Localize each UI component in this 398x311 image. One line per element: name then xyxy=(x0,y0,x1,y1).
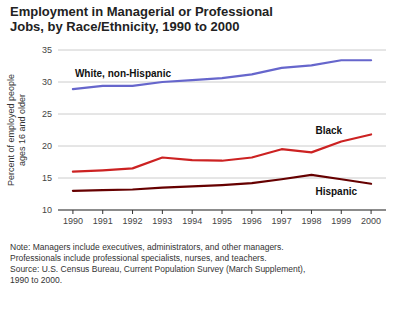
title-line: Jobs, by Race/Ethnicity, 1990 to 2000 xyxy=(10,19,240,34)
series-label: Black xyxy=(315,125,342,136)
x-tick-label: 1996 xyxy=(242,216,262,226)
y-tick-label: 20 xyxy=(42,141,52,151)
x-tick-label: 1998 xyxy=(301,216,321,226)
grid-line xyxy=(58,146,386,147)
grid-line xyxy=(58,114,386,115)
x-tick-label: 1993 xyxy=(152,216,172,226)
x-tick-label: 1997 xyxy=(272,216,292,226)
y-tick-label: 35 xyxy=(42,45,52,55)
x-tick xyxy=(162,210,163,214)
y-axis-label-line: Percent of employed people xyxy=(6,74,16,186)
x-tick-label: 1992 xyxy=(123,216,143,226)
note-line: Source: U.S. Census Bureau, Current Popu… xyxy=(10,264,305,274)
note-line: Professionals include professional speci… xyxy=(10,253,267,263)
x-tick-label: 2000 xyxy=(361,216,381,226)
y-axis-label-line: ages 16 and older xyxy=(17,94,27,166)
grid-line xyxy=(58,82,386,83)
y-tick-label: 30 xyxy=(42,77,52,87)
title: Employment in Managerial or Professional… xyxy=(10,4,273,34)
note-line: Note: Managers include executives, admin… xyxy=(10,242,284,252)
chart: Employment in Managerial or Professional… xyxy=(0,0,398,311)
x-tick xyxy=(281,210,282,214)
note: Note: Managers include executives, admin… xyxy=(10,242,305,285)
x-tick xyxy=(251,210,252,214)
y-tick-label: 25 xyxy=(42,109,52,119)
x-tick-label: 1995 xyxy=(212,216,232,226)
x-tick xyxy=(72,210,73,214)
title-line: Employment in Managerial or Professional xyxy=(10,4,273,19)
x-tick xyxy=(222,210,223,214)
x-tick xyxy=(371,210,372,214)
x-tick xyxy=(341,210,342,214)
series-label: Hispanic xyxy=(315,186,357,197)
grid-line xyxy=(58,50,386,51)
x-tick xyxy=(192,210,193,214)
series-line xyxy=(73,134,371,171)
x-tick-label: 1999 xyxy=(331,216,351,226)
x-tick-label: 1990 xyxy=(63,216,83,226)
x-tick xyxy=(102,210,103,214)
series-label: White, non-Hispanic xyxy=(75,68,172,79)
x-tick xyxy=(132,210,133,214)
y-tick-label: 15 xyxy=(42,173,52,183)
series-line xyxy=(73,60,371,89)
y-tick-label: 10 xyxy=(42,205,52,215)
x-tick-label: 1994 xyxy=(182,216,202,226)
plot-area xyxy=(73,60,371,191)
note-line: 1990 to 2000. xyxy=(10,275,62,285)
x-tick-label: 1991 xyxy=(93,216,113,226)
x-tick xyxy=(311,210,312,214)
y-axis-label: Percent of employed peopleages 16 and ol… xyxy=(6,74,27,186)
